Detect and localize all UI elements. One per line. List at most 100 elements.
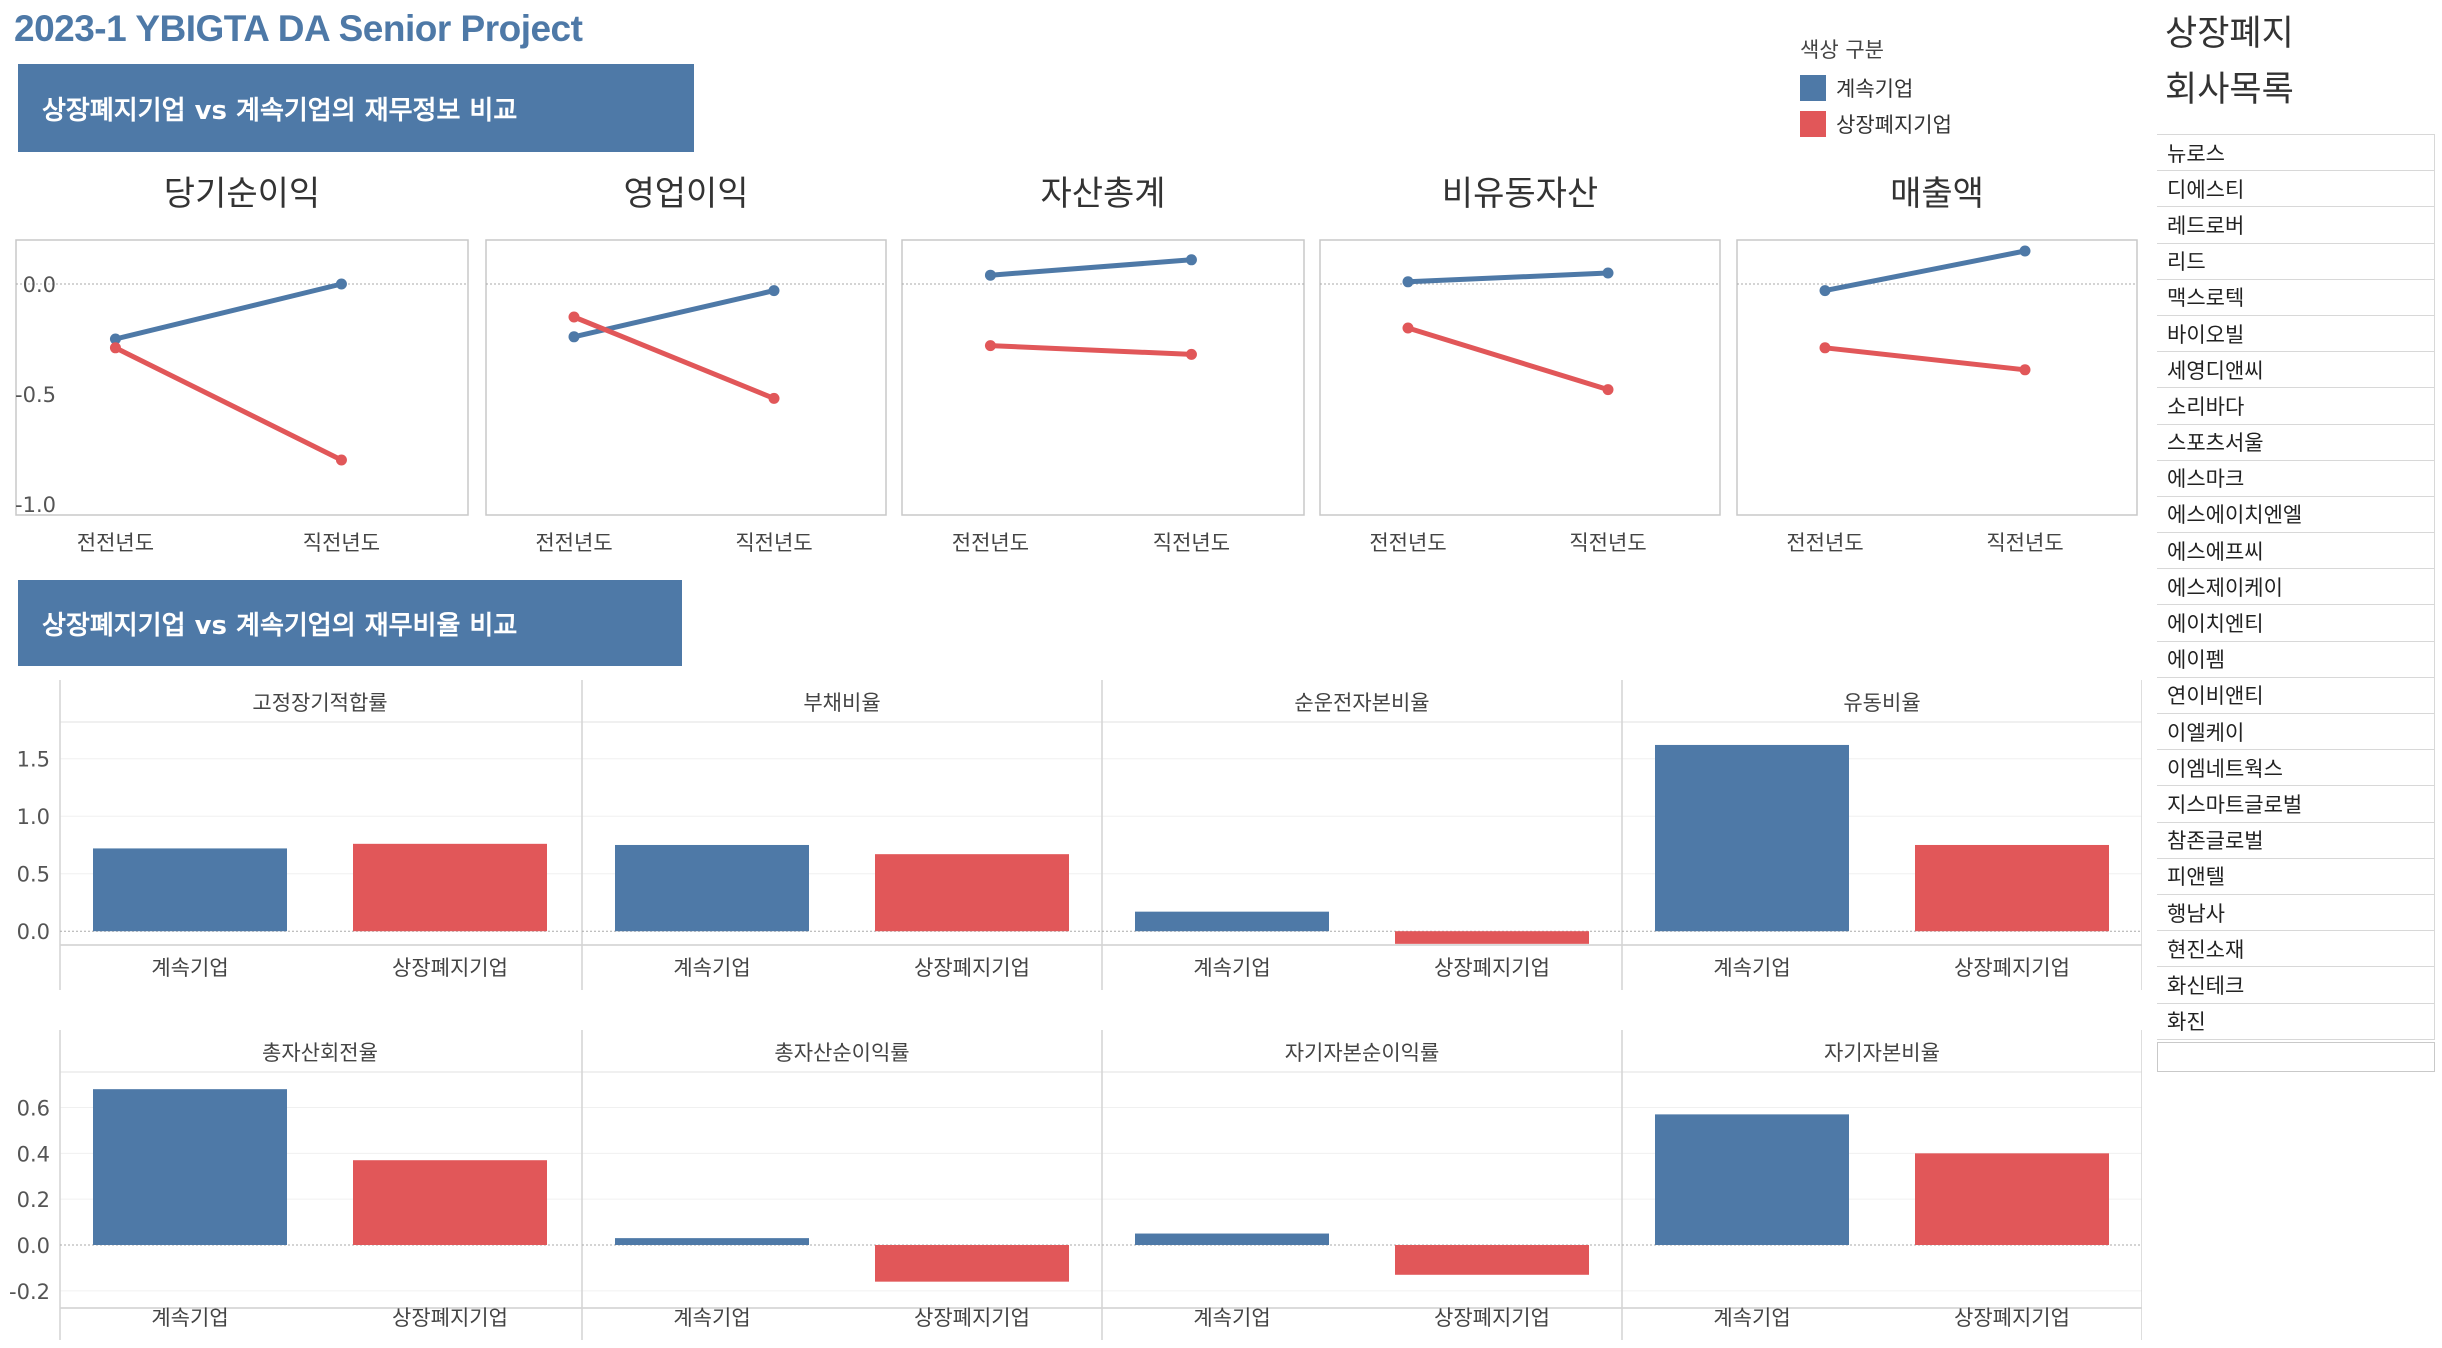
data-point[interactable] bbox=[109, 342, 121, 354]
x-tick-label: 계속기업 bbox=[1713, 1306, 1790, 1330]
company-list-item[interactable]: 디에스티 bbox=[2157, 171, 2435, 208]
plot-frame bbox=[1319, 239, 1721, 516]
bar[interactable] bbox=[1395, 931, 1589, 944]
y-tick-label: 1.0 bbox=[17, 805, 50, 829]
series-line bbox=[990, 343, 1192, 357]
bar[interactable] bbox=[1655, 1114, 1849, 1245]
data-point[interactable] bbox=[1185, 348, 1197, 360]
legend-title: 색상 구분 bbox=[1800, 38, 1884, 62]
bar[interactable] bbox=[1395, 1245, 1589, 1275]
company-list-item[interactable]: 연이비앤티 bbox=[2157, 677, 2435, 714]
company-list-item[interactable]: 피앤텔 bbox=[2157, 858, 2435, 895]
bar[interactable] bbox=[1655, 744, 1849, 932]
data-point[interactable] bbox=[1819, 342, 1831, 354]
sidebar-title-line1: 상장폐지 bbox=[2165, 14, 2294, 54]
bar-panel-title: 부채비율 bbox=[803, 691, 880, 715]
bar[interactable] bbox=[1135, 911, 1329, 932]
company-list-item[interactable]: 에스에이치엔엘 bbox=[2157, 496, 2435, 534]
x-tick-label: 전전년도 bbox=[535, 531, 612, 555]
bar-panel-title: 자기자본비율 bbox=[1824, 1041, 1940, 1065]
x-tick-label: 직전년도 bbox=[1153, 531, 1230, 555]
bar[interactable] bbox=[1135, 1233, 1329, 1245]
bar[interactable] bbox=[1915, 1153, 2109, 1245]
data-point[interactable] bbox=[568, 331, 580, 343]
company-list-item[interactable]: 소리바다 bbox=[2157, 388, 2435, 425]
data-point[interactable] bbox=[2019, 245, 2031, 257]
company-list-item[interactable]: 화신테크 bbox=[2157, 967, 2435, 1004]
data-point[interactable] bbox=[1185, 254, 1197, 266]
bar[interactable] bbox=[875, 1245, 1069, 1282]
company-list-item[interactable]: 스포츠서울 bbox=[2157, 424, 2435, 461]
section-banner-financial-info: 상장폐지기업 vs 계속기업의 재무정보 비교 bbox=[18, 64, 694, 152]
x-tick-label: 계속기업 bbox=[673, 956, 750, 980]
x-tick-label: 직전년도 bbox=[303, 531, 380, 555]
legend-item-delisted[interactable]: 상장폐지기업 bbox=[1800, 106, 1952, 142]
legend-label: 계속기업 bbox=[1836, 77, 1914, 101]
x-tick-label: 계속기업 bbox=[1193, 956, 1270, 980]
company-list-item[interactable]: 지스마트글로벌 bbox=[2157, 786, 2435, 823]
data-point[interactable] bbox=[568, 311, 580, 323]
data-point[interactable] bbox=[335, 278, 347, 290]
company-list-item[interactable]: 뉴로스 bbox=[2157, 135, 2435, 172]
plot-frame bbox=[1736, 239, 2138, 516]
company-list-item[interactable]: 리드 bbox=[2157, 243, 2435, 280]
series-line bbox=[990, 257, 1192, 278]
data-point[interactable] bbox=[1819, 285, 1831, 297]
bar[interactable] bbox=[875, 854, 1069, 932]
company-list-item[interactable]: 에이펨 bbox=[2157, 641, 2435, 678]
line-chart-panel: 당기순이익 0.0 -0.5 -1.0 전전년도 직전년도 bbox=[15, 174, 469, 555]
line-chart-title: 당기순이익 bbox=[164, 174, 320, 214]
data-point[interactable] bbox=[1602, 384, 1614, 396]
legend-label: 상장폐지기업 bbox=[1836, 113, 1952, 137]
x-tick-label: 직전년도 bbox=[735, 531, 812, 555]
x-tick-label: 상장폐지기업 bbox=[1434, 956, 1550, 980]
data-point[interactable] bbox=[109, 333, 121, 345]
bar[interactable] bbox=[615, 844, 809, 932]
company-list-item[interactable]: 에스에프씨 bbox=[2157, 533, 2435, 570]
data-point[interactable] bbox=[768, 285, 780, 297]
x-tick-label: 상장폐지기업 bbox=[1954, 1306, 2070, 1330]
bar[interactable] bbox=[353, 1160, 547, 1245]
bar[interactable] bbox=[93, 1089, 287, 1245]
bar[interactable] bbox=[1915, 844, 2109, 932]
bar[interactable] bbox=[93, 848, 287, 932]
company-list-item[interactable]: 화진 bbox=[2157, 1003, 2435, 1040]
x-tick-label: 계속기업 bbox=[151, 1306, 228, 1330]
x-tick-label: 상장폐지기업 bbox=[914, 956, 1030, 980]
company-list-item[interactable]: 레드로버 bbox=[2157, 207, 2435, 244]
bar[interactable] bbox=[353, 843, 547, 932]
company-list-item[interactable]: 에스마크 bbox=[2157, 460, 2435, 497]
data-point[interactable] bbox=[335, 454, 347, 466]
company-list-item[interactable]: 행남사 bbox=[2157, 894, 2435, 932]
x-tick-label: 계속기업 bbox=[673, 1306, 750, 1330]
company-list-item[interactable]: 바이오빌 bbox=[2157, 315, 2435, 353]
bar-panel-title: 총자산회전율 bbox=[262, 1041, 378, 1065]
data-point[interactable] bbox=[984, 340, 996, 352]
data-point[interactable] bbox=[2019, 364, 2031, 376]
data-point[interactable] bbox=[768, 392, 780, 404]
y-tick-label: -0.2 bbox=[9, 1280, 50, 1304]
company-list-item[interactable]: 이엠네트웍스 bbox=[2157, 750, 2435, 787]
data-point[interactable] bbox=[1402, 322, 1414, 334]
company-list-item[interactable]: 참존글로벌 bbox=[2157, 822, 2435, 859]
color-legend: 색상 구분 계속기업 상장폐지기업 bbox=[1800, 34, 1952, 142]
company-list-item[interactable]: 에이치엔티 bbox=[2157, 605, 2435, 642]
company-list-item[interactable]: 맥스로텍 bbox=[2157, 279, 2435, 316]
company-list-item[interactable]: 현진소재 bbox=[2157, 931, 2435, 968]
data-point[interactable] bbox=[1602, 267, 1614, 279]
bar[interactable] bbox=[615, 1238, 809, 1245]
y-tick-label: -1.0 bbox=[15, 493, 56, 517]
bar-panel-title: 총자산순이익률 bbox=[774, 1041, 909, 1065]
data-point[interactable] bbox=[1402, 276, 1414, 288]
plot-frame bbox=[15, 239, 469, 516]
company-list-item[interactable]: 에스제이케이 bbox=[2157, 569, 2435, 606]
data-point[interactable] bbox=[984, 269, 996, 281]
y-tick-label: -0.5 bbox=[15, 383, 56, 407]
company-list-item[interactable]: 이엘케이 bbox=[2157, 714, 2435, 751]
sidebar-title-line2: 회사목록 bbox=[2165, 70, 2294, 110]
legend-item-going-concern[interactable]: 계속기업 bbox=[1800, 70, 1952, 106]
bar-panel-title: 순운전자본비율 bbox=[1294, 691, 1429, 715]
company-list-item[interactable]: 세영디앤씨 bbox=[2157, 352, 2435, 389]
